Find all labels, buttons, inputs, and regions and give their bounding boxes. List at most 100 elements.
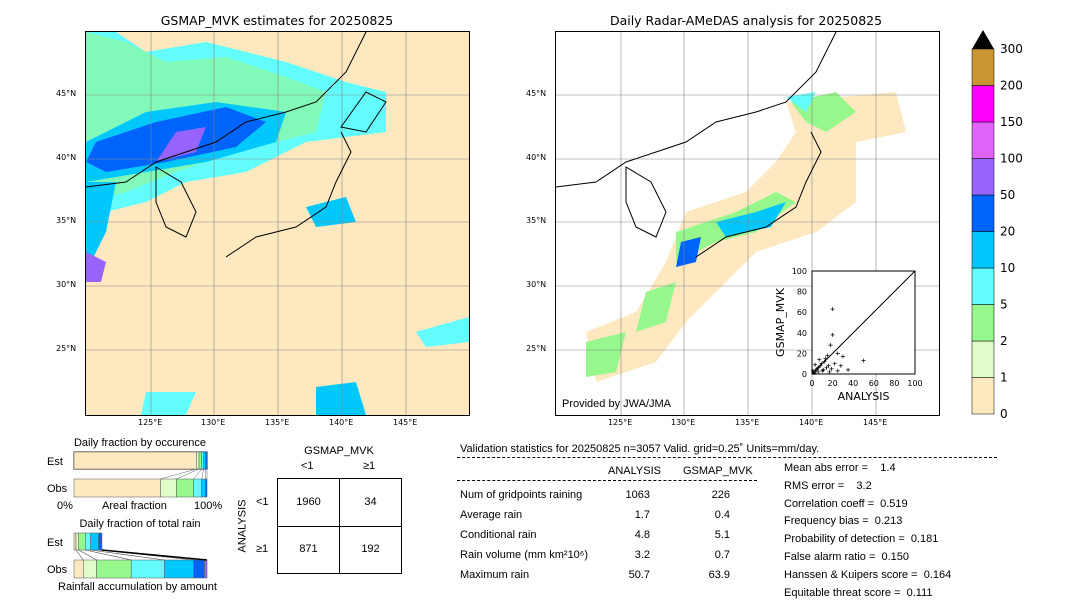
scatter-point [835, 351, 840, 356]
rain-obs-segment [164, 559, 194, 579]
stat-analysis-value: 1.7 [634, 509, 650, 521]
rain-est-segment [98, 532, 103, 551]
scatter-point [814, 367, 819, 372]
scatter-xlabel: ANALYSIS [838, 390, 890, 403]
rain-obs-segment [83, 559, 97, 579]
scatter-y-tick: 40 [797, 329, 807, 338]
colorbar-segment [971, 304, 995, 342]
scatter-point [816, 369, 821, 374]
lon-tick-label: 130°E [201, 418, 226, 427]
scatter-point [832, 361, 837, 366]
score-item: RMS error = 3.2 [784, 479, 872, 492]
colorbar-tick-label: 50 [1000, 188, 1015, 202]
lat-tick-label: 25°N [526, 344, 547, 353]
stat-analysis-value: 4.8 [634, 529, 650, 541]
stat-gsmap-value: 5.1 [714, 529, 730, 541]
scatter-x-tick: 0 [809, 379, 814, 388]
scatter-point [840, 354, 845, 359]
connector-line [75, 549, 84, 561]
stats-header: Validation statistics for 20250825 n=305… [460, 443, 820, 455]
contingency-table: 1960 34 871 192 [277, 478, 402, 574]
rain-est-segment [73, 532, 77, 551]
lon-tick-label: 145°E [393, 418, 418, 427]
scatter-point [822, 359, 827, 364]
cell-false-alarm: 34 [364, 496, 377, 508]
gsmap-map [85, 31, 470, 416]
lat-tick-label: 35°N [526, 216, 547, 225]
score-item: Correlation coeff = 0.519 [784, 497, 908, 510]
cell-miss: 871 [299, 543, 318, 555]
connector-line [176, 468, 200, 480]
rain-est-segment [78, 532, 86, 551]
colorbar-tick-label: 5 [1000, 298, 1008, 312]
colorbar-segment [971, 377, 995, 415]
scatter-point [823, 356, 828, 361]
stat-label: Conditional rain [460, 529, 537, 541]
lat-tick-label: 25°N [56, 344, 77, 353]
colorbar-tick-label: 2 [1000, 334, 1008, 348]
divider [457, 457, 997, 458]
one-to-one-line [811, 270, 916, 375]
cell-hit: 192 [361, 543, 380, 555]
col-ge1: ≥1 [363, 460, 376, 472]
fraction-bars [73, 451, 208, 579]
colorbar-extend-arrow [972, 30, 994, 49]
scatter-point [838, 363, 843, 368]
scatter-x-tick: 40 [848, 379, 858, 388]
colorbar-tick-label: 1 [1000, 371, 1008, 385]
row-ge1: ≥1 [256, 543, 269, 555]
lat-tick-label: 45°N [56, 89, 77, 98]
rain-est-segment [75, 532, 79, 551]
left-map-title: GSMAP_MVK estimates for 20250825 [160, 13, 394, 28]
lat-tick-label: 35°N [56, 216, 77, 225]
colorbar-tick-label: 100 [1000, 152, 1023, 166]
occurrence-obs-segment [205, 478, 208, 498]
lat-tick-label: 45°N [526, 89, 547, 98]
connector-line [160, 468, 197, 480]
score-item: False alarm ratio = 0.150 [784, 551, 910, 563]
scatter-point [829, 366, 834, 371]
scatter-y-tick: 80 [797, 288, 807, 297]
x-tick-100: 100% [194, 500, 223, 512]
stat-analysis-value: 1063 [625, 489, 650, 501]
cell-hit-none: 1960 [296, 496, 321, 508]
scatter-point [830, 307, 835, 312]
score-item: Frequency bias = 0.213 [784, 515, 903, 528]
scatter-point [828, 343, 833, 348]
connector-line [201, 468, 204, 480]
stat-gsmap-value: 226 [711, 489, 730, 501]
scatter-point [821, 367, 826, 372]
colorbar-tick-label: 150 [1000, 115, 1023, 129]
scatter-y-tick: 100 [792, 267, 807, 276]
rain-obs-segment [193, 559, 205, 579]
stat-analysis-value: 50.7 [628, 569, 650, 581]
scatter-y-tick: 20 [797, 349, 807, 358]
rain-obs-segment [204, 559, 208, 579]
contingency-col-title: GSMAP_MVK [304, 445, 374, 457]
colorbar-segment [971, 231, 995, 269]
occurrence-obs-segment [201, 478, 206, 498]
col-gsmap: GSMAP_MVK [683, 465, 753, 477]
accumulation-label: Rainfall accumulation by amount [58, 581, 217, 593]
x-tick-0: 0% [57, 500, 73, 512]
rain-obs-segment [73, 559, 84, 579]
scatter-x-tick: 80 [889, 379, 899, 388]
data-credit: Provided by JWA/JMA [562, 398, 672, 410]
col-lt1: <1 [301, 460, 314, 472]
connector-line [90, 549, 165, 561]
scatter-x-tick: 20 [828, 379, 838, 388]
colorbar-tick-label: 200 [1000, 79, 1023, 93]
rain-obs-segment [96, 559, 132, 579]
divider [457, 480, 757, 481]
scatter-point [824, 365, 829, 370]
colorbar-segment [971, 85, 995, 123]
contingency-row-title: ANALYSIS [236, 499, 249, 553]
occurrence-title: Daily fraction by occurence [73, 437, 207, 449]
lon-tick-label: 125°E [608, 418, 633, 427]
areal-fraction-label: Areal fraction [102, 500, 167, 512]
scatter-point [816, 365, 821, 370]
col-analysis: ANALYSIS [608, 465, 661, 477]
colorbar-segment [971, 158, 995, 196]
connector-line [85, 549, 132, 561]
colorbar-segment [971, 121, 995, 159]
